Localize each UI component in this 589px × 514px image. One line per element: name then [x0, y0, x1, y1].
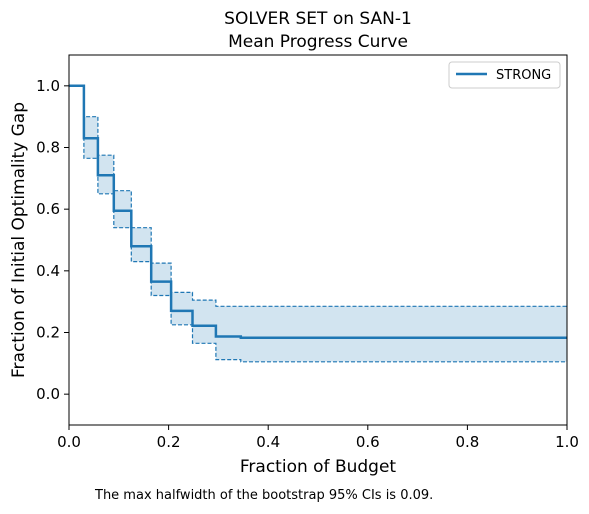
x-tick-label: 0.8	[455, 433, 479, 451]
legend-box	[448, 61, 561, 89]
y-tick-label: 1.0	[36, 77, 60, 95]
y-tick-label: 0.2	[36, 324, 60, 342]
y-tick-label: 0.8	[36, 139, 60, 157]
series-line-strong	[69, 84, 567, 339]
y-tick-label: 0.0	[36, 385, 60, 403]
ci-caption: The max halfwidth of the bootstrap 95% C…	[95, 488, 434, 503]
x-tick-label: 0.6	[356, 433, 380, 451]
ci-upper-strong	[69, 85, 567, 307]
y-axis-label: Fraction of Initial Optimality Gap	[9, 102, 29, 378]
ci-band-strong	[69, 85, 567, 362]
legend: STRONG	[448, 61, 561, 89]
legend-label-strong: STRONG	[496, 68, 551, 83]
x-tick-label: 0.2	[157, 433, 181, 451]
x-tick-label: 0.4	[256, 433, 280, 451]
axes-frame	[68, 54, 568, 426]
x-axis-label: Fraction of Budget	[240, 457, 397, 477]
ticks: 0.0 0.2 0.4 0.6 0.8 1.0 0.0 0.2 0.4 0.6 0.8 1.0	[36, 77, 579, 451]
plot-area	[69, 84, 567, 363]
x-tick-label: 1.0	[555, 433, 579, 451]
y-tick-label: 0.4	[36, 262, 60, 280]
chart-title-line2: Mean Progress Curve	[228, 32, 408, 52]
chart-title-line1: SOLVER SET on SAN-1	[224, 9, 412, 29]
x-tick-label: 0.0	[57, 433, 81, 451]
y-tick-label: 0.6	[36, 200, 60, 218]
ci-lower-strong	[69, 85, 567, 363]
